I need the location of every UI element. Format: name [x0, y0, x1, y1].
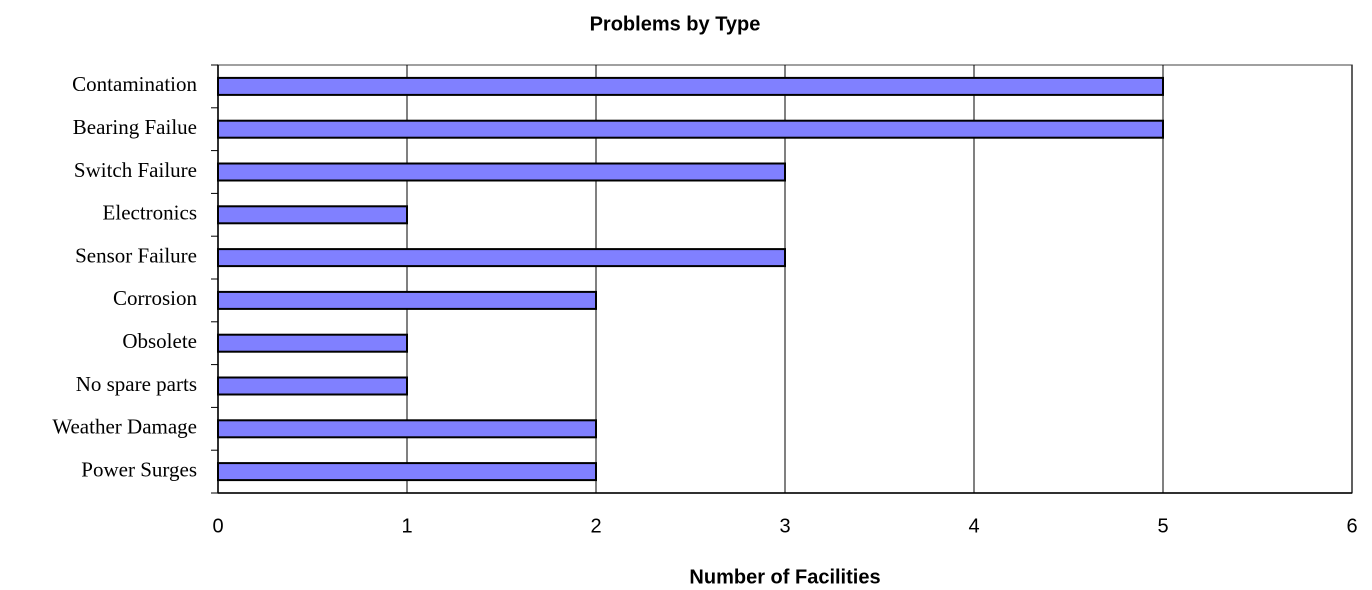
- x-tick-label: 2: [590, 515, 601, 537]
- bar: [217, 376, 408, 396]
- chart-title: Problems by Type: [590, 13, 761, 35]
- y-tick-label: Contamination: [72, 72, 197, 96]
- x-tick-label: 4: [968, 515, 979, 537]
- y-tick-label: Corrosion: [113, 286, 198, 310]
- bar: [217, 290, 597, 310]
- y-tick-label: Electronics: [103, 201, 197, 225]
- bar: [217, 248, 786, 268]
- y-tick-label: Power Surges: [81, 457, 197, 481]
- bar: [217, 205, 408, 225]
- x-tick-label: 0: [212, 515, 223, 537]
- y-tick-label: Weather Damage: [52, 415, 197, 439]
- y-tick-label: Switch Failure: [74, 158, 197, 182]
- y-tick-label: No spare parts: [76, 372, 197, 396]
- x-tick-label: 5: [1157, 515, 1168, 537]
- bar: [217, 462, 597, 482]
- y-tick-label: Sensor Failure: [75, 243, 197, 267]
- x-tick-label: 3: [779, 515, 790, 537]
- y-tick-label: Bearing Failue: [73, 115, 197, 139]
- bar: [217, 419, 597, 439]
- bar: [217, 119, 1164, 139]
- bar: [217, 162, 786, 182]
- x-axis-title: Number of Facilities: [689, 566, 880, 588]
- bar: [217, 76, 1164, 96]
- x-tick-label: 1: [401, 515, 412, 537]
- x-tick-label: 6: [1346, 515, 1357, 537]
- bar: [217, 333, 408, 353]
- y-tick-label: Obsolete: [122, 329, 197, 353]
